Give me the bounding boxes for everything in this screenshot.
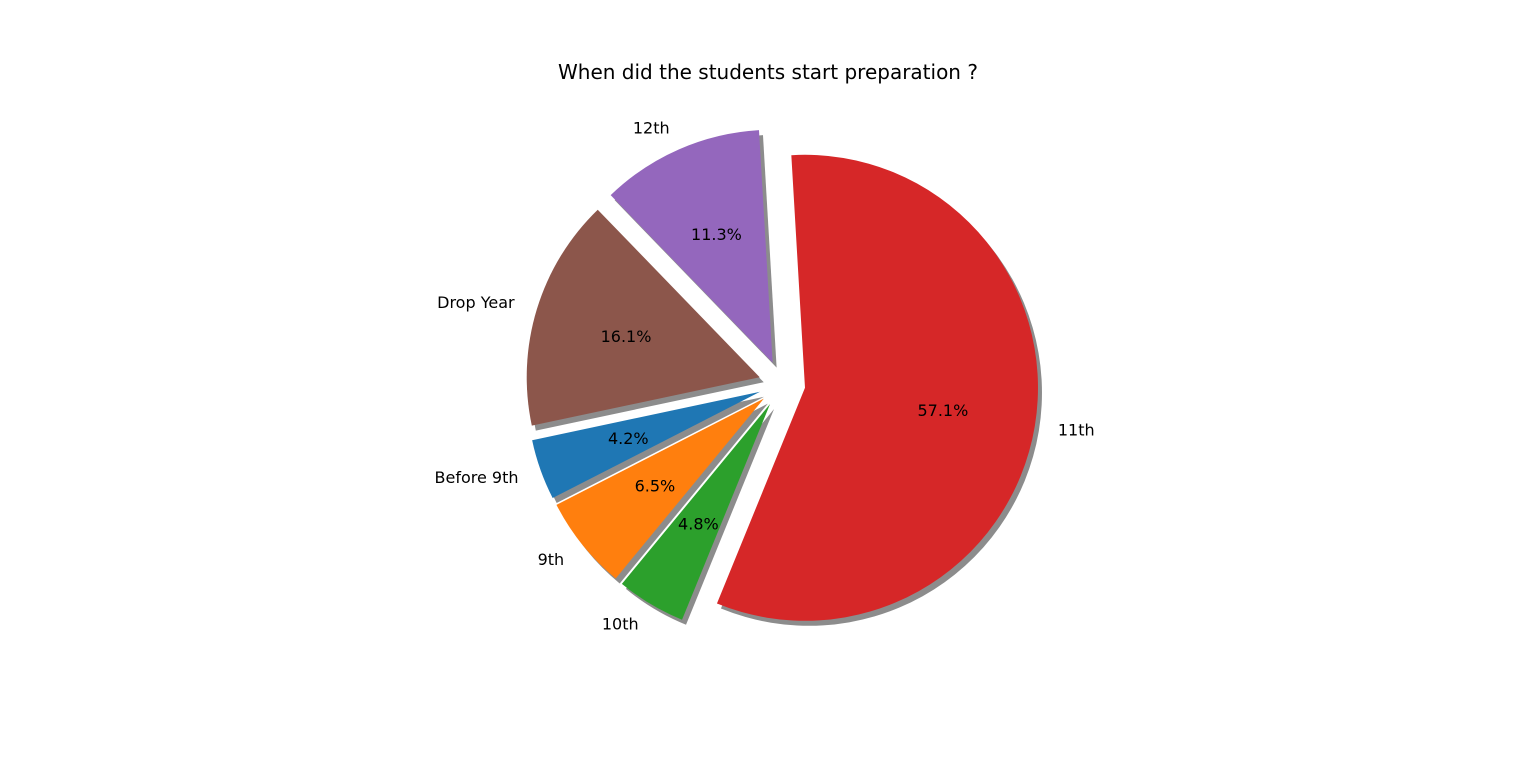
category-labels: Before 9th 9th 10th 11th 12th Drop Year	[435, 118, 1095, 633]
percent-labels: 4.2% 6.5%4.8% 57.1% 11.3% 16.1%	[601, 225, 969, 533]
percent-label-11th: 57.1%	[917, 401, 968, 420]
pie-slices	[526, 130, 1038, 621]
pie-slice-9th	[556, 398, 764, 579]
category-label-before-9th: Before 9th	[435, 468, 519, 487]
chart-title: When did the students start preparation …	[558, 60, 978, 84]
pie-slice-12th	[610, 130, 773, 363]
category-label-drop-year: Drop Year	[437, 293, 515, 312]
pie-slice-11th	[716, 154, 1038, 621]
percent-label-9th: 6.5%	[635, 477, 676, 496]
pie-slice-before-9th	[532, 391, 761, 499]
percent-label-drop-year: 16.1%	[601, 327, 652, 346]
percent-label-10th: 4.8%	[678, 515, 719, 534]
percent-label-before-9th: 4.2%	[608, 429, 649, 448]
pie-slice-10th	[621, 404, 771, 620]
category-label-12th: 12th	[633, 118, 670, 137]
category-label-11th: 11th	[1058, 420, 1095, 439]
category-label-10th: 10th	[602, 615, 639, 634]
percent-label-12th: 11.3%	[691, 225, 742, 244]
category-label-9th: 9th	[538, 550, 565, 569]
pie-slice-drop-year	[526, 209, 760, 426]
